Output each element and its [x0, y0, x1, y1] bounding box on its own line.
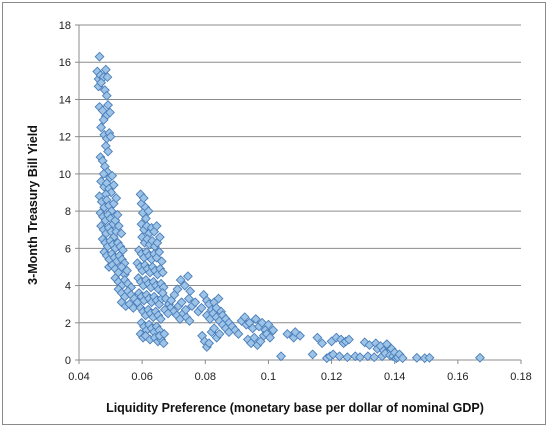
data-point — [112, 209, 123, 220]
data-points — [92, 51, 485, 364]
data-point — [163, 308, 173, 319]
data-point — [179, 280, 190, 291]
data-point — [128, 302, 139, 313]
data-point — [182, 271, 193, 282]
data-point — [475, 352, 485, 363]
y-tick-label-0: 0 — [65, 355, 71, 367]
x-tick-label-4: 0.12 — [321, 371, 342, 383]
data-point — [331, 332, 342, 343]
x-tick-label-2: 0.08 — [195, 371, 216, 383]
data-point — [334, 351, 345, 362]
data-point — [209, 323, 220, 334]
data-point — [154, 247, 165, 257]
data-point — [196, 302, 207, 313]
data-point — [312, 332, 323, 343]
x-tick-label-3: 0.1 — [261, 371, 276, 383]
x-tick-label-6: 0.16 — [447, 371, 468, 383]
data-point — [362, 351, 373, 362]
data-point — [183, 293, 194, 304]
data-point — [140, 330, 151, 341]
data-point — [355, 352, 365, 363]
data-point — [96, 122, 107, 133]
x-tick-label-5: 0.14 — [384, 371, 405, 383]
y-tick-label-5: 10 — [59, 169, 71, 181]
data-point — [103, 146, 113, 157]
data-point — [175, 275, 186, 285]
y-tick-label-9: 18 — [59, 20, 71, 32]
data-point — [204, 338, 215, 349]
x-tick-label-1: 0.06 — [131, 371, 152, 383]
data-point — [282, 329, 293, 339]
data-point — [381, 339, 392, 350]
data-point — [143, 206, 154, 217]
data-point — [190, 297, 201, 308]
data-point — [103, 100, 113, 110]
y-tick-label-4: 8 — [65, 206, 71, 218]
data-point — [180, 304, 191, 315]
data-point — [155, 314, 166, 324]
data-point — [107, 170, 118, 181]
axes — [75, 24, 522, 364]
data-point — [157, 267, 168, 278]
data-point — [369, 352, 380, 363]
y-tick-label-6: 12 — [59, 132, 71, 144]
x-tick-label-0: 0.04 — [68, 371, 89, 383]
data-point — [122, 265, 132, 276]
y-axis-label: 3-Month Treasury Bill Yield — [26, 125, 40, 285]
data-point — [249, 332, 260, 343]
data-point — [111, 193, 122, 204]
data-point — [94, 51, 105, 62]
data-point — [250, 314, 261, 324]
y-tick-label-7: 14 — [59, 94, 71, 106]
data-point — [265, 332, 275, 343]
data-point — [138, 193, 149, 204]
chart-frame — [2, 2, 546, 425]
y-tick-label-1: 2 — [65, 318, 71, 330]
data-point — [411, 352, 422, 363]
data-point — [101, 90, 112, 101]
data-point — [342, 352, 353, 363]
data-point — [263, 319, 274, 330]
x-tick-label-7: 0.18 — [510, 371, 531, 383]
data-point — [184, 315, 195, 326]
data-point — [102, 72, 113, 83]
data-point — [233, 329, 244, 339]
data-point — [268, 325, 279, 336]
data-point — [105, 131, 116, 142]
data-point — [96, 77, 107, 88]
data-point — [154, 232, 165, 243]
data-point — [116, 228, 127, 239]
data-point — [113, 221, 124, 231]
data-point — [151, 221, 162, 231]
x-axis-label: Liquidity Preference (monetary base per … — [106, 401, 484, 415]
data-point — [307, 349, 318, 360]
y-tick-labels: 0 2 4 6 8 10 12 14 16 18 — [59, 20, 71, 367]
data-point — [105, 107, 115, 118]
x-tick-labels: 0.04 0.06 0.08 0.1 0.12 0.14 0.16 0.18 — [68, 371, 531, 383]
data-point — [290, 327, 301, 338]
data-point — [397, 353, 408, 364]
data-point — [98, 114, 109, 125]
data-point — [343, 334, 354, 345]
data-point — [213, 293, 224, 304]
data-point — [328, 349, 339, 360]
data-point — [158, 338, 169, 349]
y-tick-label-8: 16 — [59, 57, 71, 69]
y-tick-label-3: 6 — [65, 243, 71, 255]
data-point — [424, 352, 435, 363]
data-point — [257, 317, 268, 328]
data-point — [98, 168, 109, 179]
data-point — [176, 297, 187, 308]
data-point — [276, 351, 286, 362]
data-point — [108, 180, 119, 190]
data-point — [172, 284, 183, 295]
data-point — [214, 329, 225, 339]
data-point — [159, 329, 170, 339]
data-point — [317, 338, 328, 349]
y-tick-label-2: 4 — [65, 281, 71, 293]
